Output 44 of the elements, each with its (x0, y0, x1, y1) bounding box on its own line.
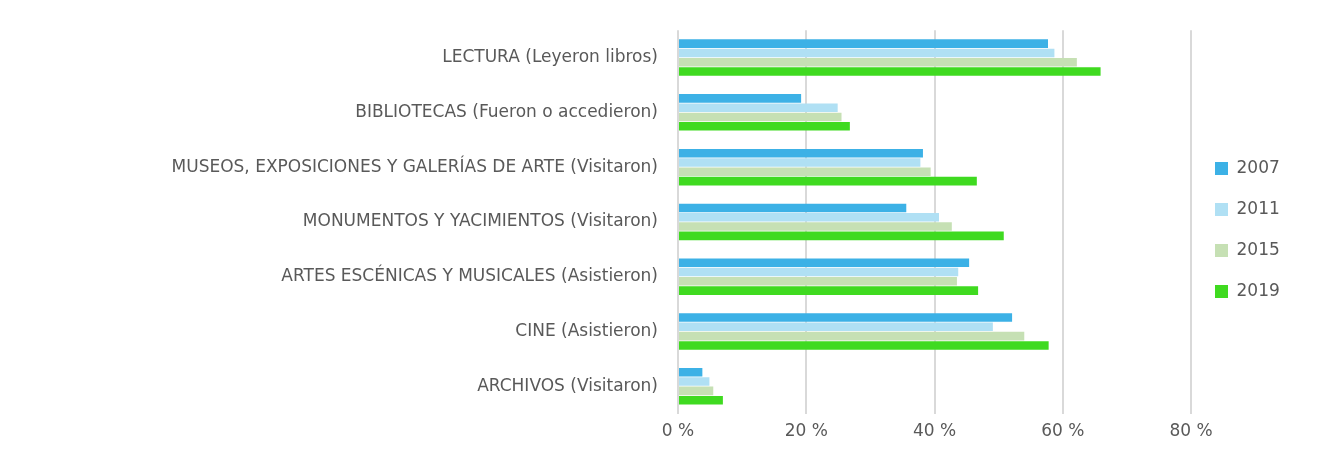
y-tick-label: ARTES ESCÉNICAS Y MUSICALES (Asistieron) (281, 264, 658, 286)
bar (679, 286, 979, 295)
bar (679, 48, 1055, 58)
bar (679, 94, 802, 103)
bar (679, 313, 1013, 322)
bar (679, 57, 1077, 67)
bar (679, 67, 1101, 76)
bar (679, 203, 907, 213)
bar (679, 39, 1048, 48)
bar (679, 167, 931, 177)
bar (679, 222, 952, 231)
bar (679, 331, 1025, 341)
bar (679, 322, 993, 332)
bar (679, 122, 850, 131)
y-tick-label: MUSEOS, EXPOSICIONES Y GALERÍAS DE ARTE (Visitaron) (171, 154, 658, 176)
bar (679, 176, 977, 186)
y-tick-label: BIBLIOTECAS (Fueron o accedieron) (355, 100, 658, 121)
x-tick-label: 0 % (661, 420, 695, 441)
x-tick-label: 80 % (1169, 420, 1213, 441)
legend-label: 2019 (1236, 279, 1280, 300)
x-tick-label: 60 % (1041, 420, 1085, 441)
bar (679, 386, 714, 396)
x-tick-label: 20 % (784, 420, 828, 441)
x-tick-label: 40 % (912, 420, 957, 441)
bar (679, 367, 703, 377)
bar (679, 267, 959, 277)
bar (679, 277, 957, 286)
bar (679, 395, 723, 405)
legend-label: 2007 (1236, 156, 1280, 177)
bar (679, 158, 921, 167)
bar (679, 112, 842, 122)
y-tick-label: ARCHIVOS (Visitaron) (477, 374, 658, 395)
bar (679, 231, 1004, 241)
y-tick-label: LECTURA (Leyeron libros) (442, 46, 658, 67)
legend-label: 2011 (1236, 197, 1280, 218)
bar (679, 341, 1049, 350)
bar (679, 377, 710, 386)
y-tick-label: MONUMENTOS Y YACIMIENTOS (Visitaron) (302, 210, 658, 231)
bar (679, 148, 923, 158)
y-tick-label: CINE (Asistieron) (515, 319, 658, 340)
legend-label: 2015 (1236, 238, 1280, 259)
bar (679, 103, 838, 112)
bar (679, 212, 939, 222)
bar (679, 258, 970, 267)
